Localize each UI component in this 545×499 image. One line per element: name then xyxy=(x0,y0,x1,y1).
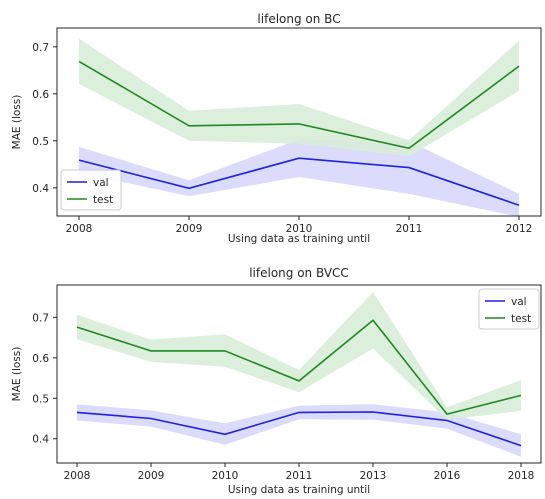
series-line-test xyxy=(76,319,522,416)
y-axis-label: MAE (loss) xyxy=(11,95,23,150)
y-axis-label: MAE (loss) xyxy=(11,347,23,402)
x-tick-label: 2011 xyxy=(396,223,423,235)
x-tick-label: 2008 xyxy=(64,470,91,482)
x-axis-label: Using data as training until xyxy=(228,484,370,496)
chart-panel-bvcc: lifelong on BVCC 2008 2009 2010 2011 2013 2016… xyxy=(11,266,542,496)
chart-panel-bc: lifelong on BC 2008 2009 2010 2011 2012 0.4 0.5… xyxy=(11,12,542,245)
x-tick-label: 2009 xyxy=(176,223,203,235)
x-tick-label: 2012 xyxy=(506,223,533,235)
y-tick-label: 0.6 xyxy=(32,353,49,365)
y-tick-label: 0.4 xyxy=(32,183,49,195)
legend: val test xyxy=(60,169,122,211)
series-band-test xyxy=(77,291,521,420)
series-line-val xyxy=(76,411,522,447)
series-band-test xyxy=(79,38,519,157)
legend-box xyxy=(478,288,540,330)
x-tick-label: 2016 xyxy=(434,470,461,482)
y-tick-label: 0.5 xyxy=(32,393,49,405)
legend-label-val: val xyxy=(511,296,527,308)
x-tick-label: 2010 xyxy=(286,223,313,235)
y-tick-label: 0.5 xyxy=(32,136,49,148)
legend: val test xyxy=(478,288,540,330)
y-tick-label: 0.4 xyxy=(32,434,49,446)
legend-label-val: val xyxy=(93,177,109,189)
x-tick-label: 2010 xyxy=(212,470,239,482)
y-tick-label: 0.6 xyxy=(32,89,49,101)
series-band-val xyxy=(79,139,519,217)
legend-box xyxy=(60,169,122,211)
legend-label-test: test xyxy=(511,313,531,325)
x-tick-label: 2008 xyxy=(66,223,93,235)
x-tick-label: 2011 xyxy=(286,470,313,482)
x-tick-label: 2009 xyxy=(138,470,165,482)
series-line-val xyxy=(78,157,520,206)
y-tick-label: 0.7 xyxy=(32,312,49,324)
chart-title: lifelong on BC xyxy=(257,12,340,26)
x-tick-label: 2013 xyxy=(360,470,387,482)
x-axis-label: Using data as training until xyxy=(228,233,370,245)
series-line-test xyxy=(78,60,520,150)
y-tick-label: 0.7 xyxy=(32,42,49,54)
legend-label-test: test xyxy=(93,194,113,206)
x-tick-label: 2018 xyxy=(508,470,535,482)
chart-title: lifelong on BVCC xyxy=(249,266,349,280)
series-band-val xyxy=(77,404,521,457)
